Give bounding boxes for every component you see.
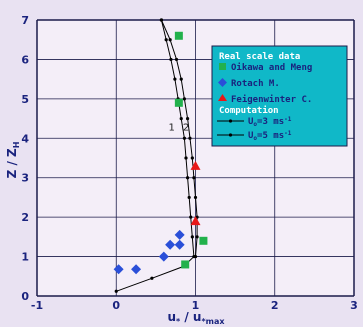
x-tick-label: 0 <box>112 299 120 312</box>
rotach-point <box>165 239 176 250</box>
curve-point <box>190 235 194 239</box>
curve-point <box>168 38 172 42</box>
y-tick-label: 2 <box>21 211 29 224</box>
curve-point <box>182 97 187 101</box>
curve-point <box>193 195 198 200</box>
curve-point <box>164 38 168 42</box>
legend-feigenwinter-label: Feigenwinter C. <box>231 94 312 105</box>
curve-point <box>174 57 179 62</box>
curve-point <box>189 215 193 219</box>
curve-point <box>193 254 198 259</box>
feigenwinter-point <box>190 160 201 170</box>
oikawa-point <box>174 98 183 107</box>
y-tick-label: 0 <box>21 290 29 303</box>
legend-rotach-label: Rotach M. <box>231 79 280 89</box>
rotach-point <box>113 264 124 275</box>
oikawa-point <box>181 260 190 269</box>
y-axis-title: Z / ZH <box>5 142 21 179</box>
rotach-point <box>158 251 169 262</box>
x-tick-label: 1 <box>192 299 200 312</box>
legend-curve2-label: Uo=5 ms-1 <box>248 130 292 142</box>
curve-point <box>185 176 190 180</box>
x-tick-label: 3 <box>350 299 358 312</box>
legend-oikawa-label: Oikawa and Meng <box>231 62 312 73</box>
curve-labels: 1 2 <box>169 122 190 133</box>
rotach-point <box>174 239 185 250</box>
legend-curve1-dot <box>228 119 233 123</box>
y-tick-label: 4 <box>21 132 29 145</box>
y-tick-label: 5 <box>21 93 29 106</box>
feigenwinter-point <box>190 216 201 226</box>
curve-point <box>185 116 190 121</box>
x-tick-labels: -1 0 1 2 3 <box>31 299 358 312</box>
legend-curve1-label: Uo=3 ms-1 <box>248 116 292 128</box>
curve-label-2: 2 <box>183 122 189 133</box>
y-tick-label: 3 <box>21 172 29 185</box>
curve-point <box>169 57 173 62</box>
curve-point <box>150 276 154 280</box>
oikawa-point <box>174 31 183 40</box>
legend-section-observed: Real scale data <box>219 52 300 62</box>
y-tick-label: 6 <box>21 53 29 66</box>
curve-point <box>173 77 177 81</box>
curve-point <box>182 136 187 140</box>
curve-point <box>188 136 192 140</box>
y-tick-label: 7 <box>21 14 29 27</box>
legend-box <box>211 45 348 147</box>
legend-oikawa-marker <box>219 63 226 70</box>
curve-label-1: 1 <box>169 122 175 133</box>
legend-rotach-marker <box>218 78 227 87</box>
legend-section-computed: Computation <box>219 105 279 116</box>
rotach-point <box>131 264 142 275</box>
x-axis-title: u* / u*max <box>167 310 225 326</box>
curve-point <box>187 195 191 200</box>
oikawa-point <box>199 236 208 245</box>
curve-point <box>179 77 183 81</box>
curve-point <box>114 289 118 293</box>
curve-point <box>195 235 199 239</box>
x-tick-label: -1 <box>31 299 43 312</box>
legend-feigenwinter-marker <box>218 94 227 101</box>
y-tick-label: 1 <box>21 251 29 264</box>
rotach-point <box>174 229 185 240</box>
x-tick-label: 2 <box>271 299 279 312</box>
markers <box>113 31 208 275</box>
curve-point <box>190 156 194 160</box>
y-tick-labels: 0 1 2 3 4 5 6 7 <box>21 14 29 303</box>
legend-curve2-dot <box>228 133 233 137</box>
legend: Real scale data Oikawa and Meng Rotach M… <box>211 45 348 147</box>
curve-point <box>179 116 183 121</box>
curve-point <box>159 18 164 22</box>
curve-point <box>184 156 188 160</box>
curve-point <box>192 176 196 180</box>
